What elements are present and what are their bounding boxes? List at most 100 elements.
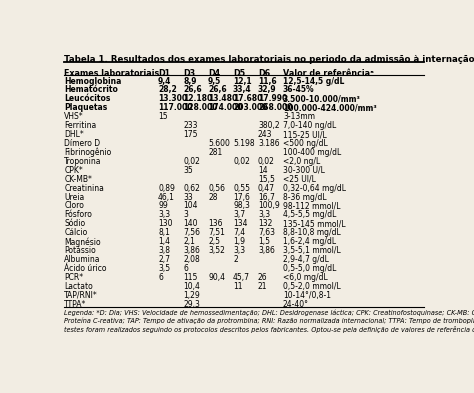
Text: 9,5: 9,5 [208,77,221,86]
Text: 100-400 mg/dL: 100-400 mg/dL [283,148,341,157]
Text: 3.500-10.000/mm³: 3.500-10.000/mm³ [283,94,361,103]
Text: 3,5-5,1 mmol/L: 3,5-5,1 mmol/L [283,246,341,255]
Text: 8,9: 8,9 [183,77,197,86]
Text: 115-25 UI/L: 115-25 UI/L [283,130,327,139]
Text: 3,52: 3,52 [208,246,225,255]
Text: 9,4: 9,4 [158,77,172,86]
Text: 0,02: 0,02 [183,157,200,166]
Text: 1,5: 1,5 [258,237,270,246]
Text: Lactato: Lactato [64,282,93,291]
Text: Fósforo: Fósforo [64,210,92,219]
Text: VHS*: VHS* [64,112,84,121]
Text: 7,63: 7,63 [258,228,275,237]
Text: Creatinina: Creatinina [64,184,104,193]
Text: 36-45%: 36-45% [283,85,315,94]
Text: Potássio: Potássio [64,246,96,255]
Text: 10-14°/0,8-1: 10-14°/0,8-1 [283,291,331,300]
Text: 46,1: 46,1 [158,193,175,202]
Text: 11: 11 [233,282,243,291]
Text: Cálcio: Cálcio [64,228,88,237]
Text: 6: 6 [183,264,188,273]
Text: DHL*: DHL* [64,130,84,139]
Text: 135-145 mmol/L: 135-145 mmol/L [283,219,346,228]
Text: 32,9: 32,9 [258,85,277,94]
Text: 26,6: 26,6 [208,85,227,94]
Text: 2: 2 [233,255,238,264]
Text: 13.480: 13.480 [208,94,237,103]
Text: Ureia: Ureia [64,193,85,202]
Text: 243: 243 [258,130,273,139]
Text: Albumina: Albumina [64,255,101,264]
Text: 90,4: 90,4 [208,273,225,282]
Text: PCR*: PCR* [64,273,83,282]
Text: 1,29: 1,29 [183,291,200,300]
Text: 104: 104 [183,202,198,211]
Text: 115: 115 [183,273,198,282]
Text: 130: 130 [158,219,173,228]
Text: 6: 6 [158,273,163,282]
Text: 7,51: 7,51 [208,228,225,237]
Text: 99: 99 [158,202,168,211]
Text: <25 UI/L: <25 UI/L [283,175,316,184]
Text: 12,1: 12,1 [233,77,252,86]
Text: <2,0 ng/L: <2,0 ng/L [283,157,320,166]
Text: CK-MB*: CK-MB* [64,175,92,184]
Text: 132: 132 [258,219,273,228]
Text: 0,5-5,0 mg/dL: 0,5-5,0 mg/dL [283,264,337,273]
Text: 3,86: 3,86 [258,246,275,255]
Text: D4: D4 [208,69,220,78]
Text: Legenda: *D: Dia; VHS: Velocidade de hemossedimentação; DHL: Desidrogenase lácti: Legenda: *D: Dia; VHS: Velocidade de hem… [64,310,474,333]
Text: Valor de referênciaᵃ: Valor de referênciaᵃ [283,69,374,78]
Text: Troponina: Troponina [64,157,102,166]
Text: 17.990: 17.990 [258,94,287,103]
Text: 16,7: 16,7 [258,193,275,202]
Text: Magnésio: Magnésio [64,237,101,247]
Text: 15: 15 [158,112,168,121]
Text: 5.198: 5.198 [233,139,255,148]
Text: Cloro: Cloro [64,202,84,211]
Text: 45,7: 45,7 [233,273,250,282]
Text: 28,2: 28,2 [158,85,177,94]
Text: 100.000-424.000/mm³: 100.000-424.000/mm³ [283,103,377,112]
Text: 7,0-140 ng/dL: 7,0-140 ng/dL [283,121,336,130]
Text: 17,6: 17,6 [233,193,250,202]
Text: 3,3: 3,3 [158,210,170,219]
Text: 1,9: 1,9 [233,237,245,246]
Text: 8,8-10,8 mg/dL: 8,8-10,8 mg/dL [283,228,341,237]
Text: 281: 281 [208,148,222,157]
Text: 3,86: 3,86 [183,246,200,255]
Text: 134: 134 [233,219,247,228]
Text: 174.000: 174.000 [208,103,243,112]
Text: 21: 21 [258,282,267,291]
Text: 100,9: 100,9 [258,202,280,211]
Text: Sódio: Sódio [64,219,85,228]
Text: Ácido úrico: Ácido úrico [64,264,107,273]
Text: 13.300: 13.300 [158,94,187,103]
Text: 117.000: 117.000 [158,103,192,112]
Text: 26: 26 [258,273,268,282]
Text: 30-300 U/L: 30-300 U/L [283,166,325,175]
Text: 8,1: 8,1 [158,228,170,237]
Text: 0,32-0,64 mg/dL: 0,32-0,64 mg/dL [283,184,346,193]
Text: 1,4: 1,4 [158,237,170,246]
Text: 33: 33 [183,193,193,202]
Text: 3,3: 3,3 [258,210,270,219]
Text: <500 ng/dL: <500 ng/dL [283,139,328,148]
Text: 12.180: 12.180 [183,94,212,103]
Text: 2,1: 2,1 [183,237,195,246]
Text: 3,3: 3,3 [233,246,245,255]
Text: 11,6: 11,6 [258,77,277,86]
Text: 2,9-4,7 g/dL: 2,9-4,7 g/dL [283,255,329,264]
Text: 29,3: 29,3 [183,300,200,309]
Text: 3,8: 3,8 [158,246,170,255]
Text: 0,62: 0,62 [183,184,200,193]
Text: 24-40°: 24-40° [283,300,309,309]
Text: TAP/RNI*: TAP/RNI* [64,291,98,300]
Text: 12,5-14,5 g/dL: 12,5-14,5 g/dL [283,77,344,86]
Text: 268.000: 268.000 [258,103,292,112]
Text: 233: 233 [183,121,198,130]
Text: Ferritina: Ferritina [64,121,97,130]
Text: CPK*: CPK* [64,166,83,175]
Text: 5.600: 5.600 [208,139,230,148]
Text: Hematócrito: Hematócrito [64,85,118,94]
